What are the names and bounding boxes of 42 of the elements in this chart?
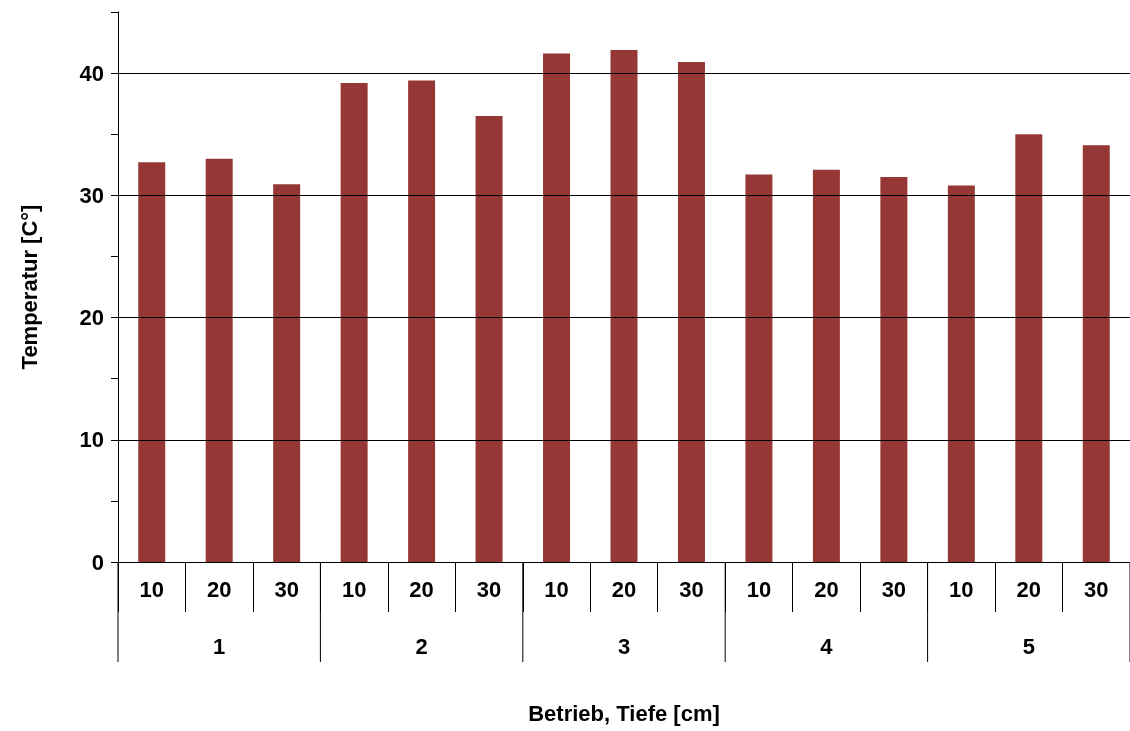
bar: [812, 169, 840, 562]
x-tick-label: 10: [341, 576, 367, 602]
y-tick-label: 30: [79, 182, 104, 208]
text: 1: [213, 633, 226, 659]
y-tick-label: 40: [79, 60, 104, 86]
x-tick-label: 20: [206, 576, 232, 602]
x-tick-label: 20: [611, 576, 637, 602]
bar: [408, 80, 436, 562]
bar: [340, 82, 368, 562]
y-tick-label: 10: [79, 427, 104, 453]
text: 2: [415, 633, 428, 659]
text: 3: [617, 633, 631, 659]
bar: [138, 162, 166, 562]
x-tick-label: 30: [274, 576, 299, 602]
x-tick-label: 30: [476, 576, 502, 602]
x-tick-label: 10: [746, 576, 772, 602]
x-tick-label: 20: [814, 576, 839, 602]
bar: [273, 184, 301, 562]
x-tick-label: 10: [139, 576, 164, 602]
x-tick-label: 20: [409, 576, 434, 602]
bar: [745, 174, 773, 562]
x-tick-label: 20: [1016, 576, 1042, 602]
x-tick-label: 10: [949, 576, 974, 602]
bar: [1082, 145, 1110, 562]
x-tick-label: 30: [1084, 576, 1109, 602]
text: 5: [1022, 633, 1035, 659]
bar: [947, 185, 975, 562]
x-axis-title: Betrieb, Tiefe [cm]: [528, 700, 720, 726]
bar: [205, 158, 233, 562]
bar: [475, 115, 503, 562]
text: 4: [820, 633, 834, 659]
bar: [677, 62, 705, 562]
bar: [880, 177, 908, 562]
y-tick-label: 20: [79, 305, 104, 331]
y-tick-label: 0: [91, 549, 104, 575]
bar: [543, 53, 571, 562]
y-axis-title: Temperatur [C°]: [16, 204, 42, 370]
x-tick-label: 10: [544, 576, 569, 602]
bar: [1015, 134, 1043, 562]
bar: [610, 49, 638, 562]
x-tick-label: 30: [679, 576, 704, 602]
x-tick-label: 30: [881, 576, 907, 602]
